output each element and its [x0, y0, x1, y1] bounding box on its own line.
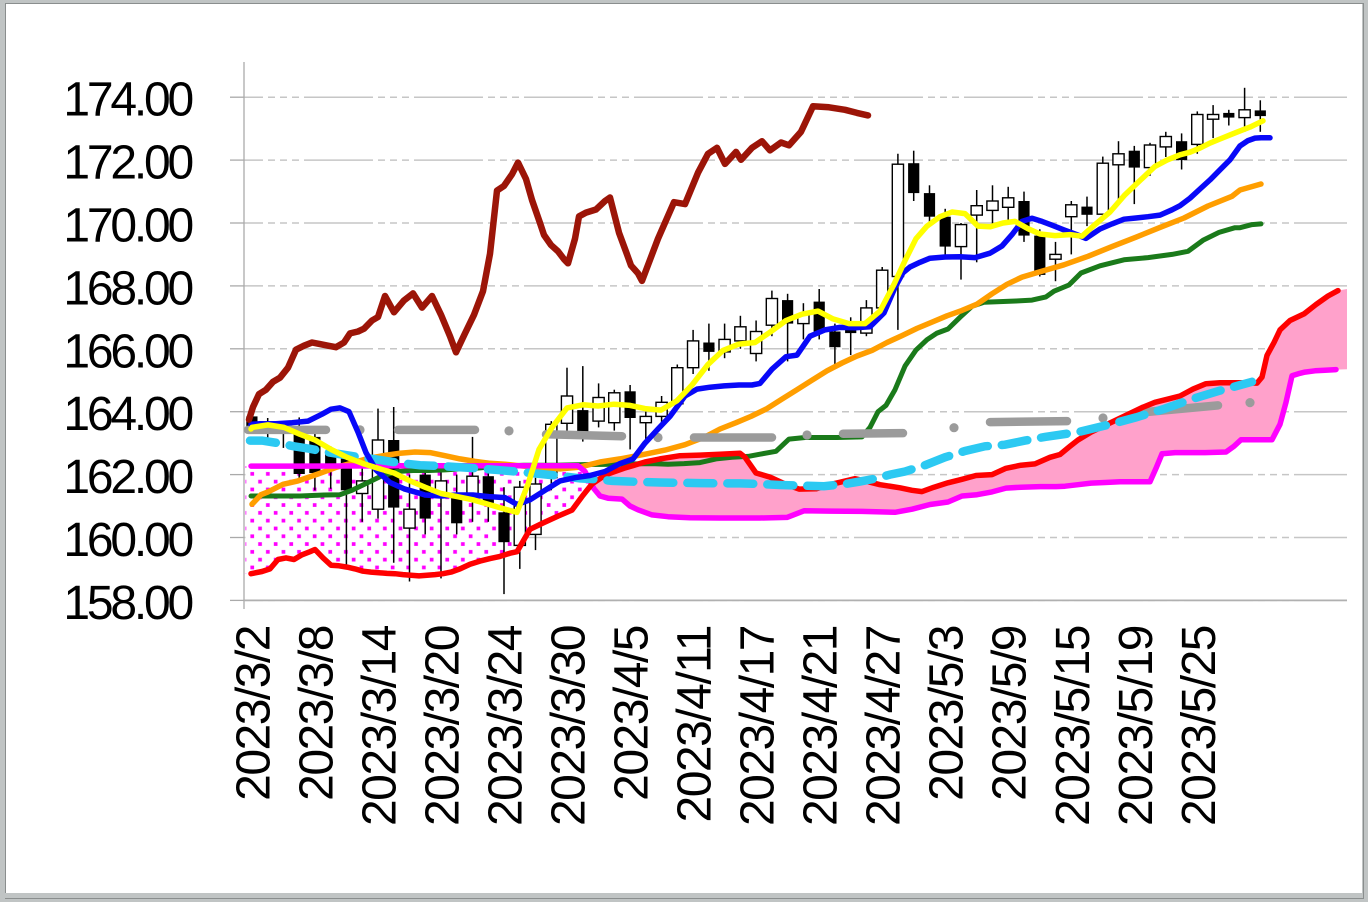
svg-text:160.00: 160.00: [63, 514, 192, 567]
svg-text:162.00: 162.00: [63, 451, 192, 504]
svg-text:2023/3/14: 2023/3/14: [354, 625, 407, 826]
svg-text:2023/3/8: 2023/3/8: [290, 626, 343, 801]
svg-text:2023/4/27: 2023/4/27: [858, 626, 911, 826]
svg-text:2023/5/15: 2023/5/15: [1047, 626, 1100, 826]
svg-text:2023/3/24: 2023/3/24: [480, 625, 533, 826]
svg-text:2023/5/9: 2023/5/9: [984, 626, 1037, 801]
svg-text:166.00: 166.00: [63, 325, 192, 378]
svg-text:2023/3/30: 2023/3/30: [543, 626, 596, 826]
svg-text:2023/3/20: 2023/3/20: [417, 626, 470, 826]
svg-text:2023/5/19: 2023/5/19: [1110, 626, 1163, 826]
svg-text:2023/4/5: 2023/4/5: [606, 626, 659, 801]
svg-text:170.00: 170.00: [63, 200, 192, 253]
svg-text:168.00: 168.00: [63, 262, 192, 315]
svg-text:2023/5/3: 2023/5/3: [921, 626, 974, 801]
svg-text:174.00: 174.00: [63, 74, 192, 127]
svg-text:2023/4/17: 2023/4/17: [732, 626, 785, 826]
svg-text:172.00: 172.00: [63, 137, 192, 190]
svg-text:2023/5/25: 2023/5/25: [1173, 626, 1226, 826]
svg-text:164.00: 164.00: [63, 388, 192, 441]
svg-text:2023/4/11: 2023/4/11: [669, 626, 722, 822]
svg-text:2023/4/21: 2023/4/21: [795, 626, 848, 826]
svg-text:158.00: 158.00: [63, 577, 192, 630]
svg-text:2023/3/2: 2023/3/2: [227, 626, 280, 801]
